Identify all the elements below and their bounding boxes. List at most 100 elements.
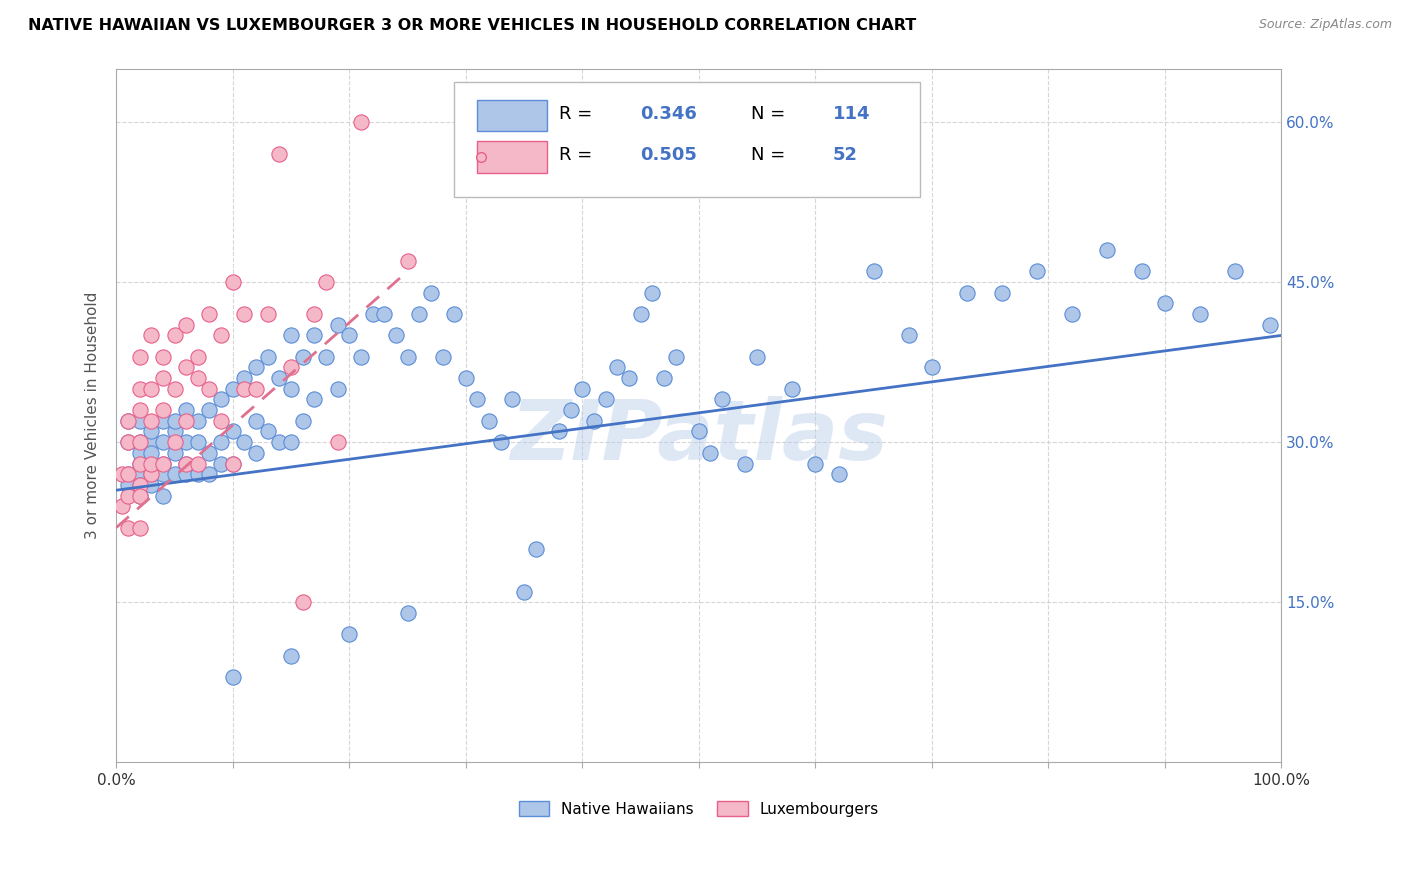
Point	[560, 403, 582, 417]
Point	[187, 435, 209, 450]
Point	[128, 457, 150, 471]
Point	[280, 360, 302, 375]
Point	[326, 318, 349, 332]
Point	[304, 307, 326, 321]
Point	[187, 371, 209, 385]
Point	[432, 350, 454, 364]
Point	[141, 446, 163, 460]
Point	[256, 307, 278, 321]
Point	[128, 457, 150, 471]
Point	[117, 467, 139, 482]
Point	[111, 500, 134, 514]
Point	[163, 435, 186, 450]
FancyBboxPatch shape	[478, 141, 547, 173]
Point	[141, 382, 163, 396]
Point	[174, 403, 197, 417]
Point	[163, 382, 186, 396]
Point	[152, 457, 174, 471]
Point	[337, 627, 360, 641]
Point	[408, 307, 430, 321]
Point	[111, 467, 134, 482]
Point	[128, 467, 150, 482]
Text: R =: R =	[560, 104, 598, 122]
Text: NATIVE HAWAIIAN VS LUXEMBOURGER 3 OR MORE VEHICLES IN HOUSEHOLD CORRELATION CHAR: NATIVE HAWAIIAN VS LUXEMBOURGER 3 OR MOR…	[28, 18, 917, 33]
Text: 114: 114	[832, 104, 870, 122]
Point	[128, 520, 150, 534]
Point	[163, 414, 186, 428]
Point	[361, 307, 384, 321]
Point	[688, 425, 710, 439]
Point	[141, 328, 163, 343]
Point	[513, 584, 536, 599]
Point	[152, 414, 174, 428]
Point	[711, 392, 734, 407]
Point	[233, 382, 256, 396]
Point	[163, 425, 186, 439]
Point	[582, 414, 605, 428]
Point	[269, 147, 291, 161]
Point	[1223, 264, 1246, 278]
Point	[280, 382, 302, 396]
Point	[304, 328, 326, 343]
Point	[187, 414, 209, 428]
Point	[606, 360, 628, 375]
Point	[141, 435, 163, 450]
Point	[117, 435, 139, 450]
Point	[117, 435, 139, 450]
Point	[141, 467, 163, 482]
Point	[128, 446, 150, 460]
Point	[745, 350, 768, 364]
Point	[1188, 307, 1211, 321]
Point	[489, 435, 512, 450]
Point	[174, 457, 197, 471]
Point	[652, 371, 675, 385]
Point	[141, 425, 163, 439]
Point	[117, 414, 139, 428]
Point	[174, 467, 197, 482]
Legend: Native Hawaiians, Luxembourgers: Native Hawaiians, Luxembourgers	[510, 793, 887, 824]
Point	[315, 275, 337, 289]
Point	[291, 414, 314, 428]
Point	[117, 489, 139, 503]
Point	[1258, 318, 1281, 332]
Point	[350, 350, 373, 364]
Point	[1095, 243, 1118, 257]
Point	[117, 478, 139, 492]
Point	[209, 328, 232, 343]
Point	[163, 328, 186, 343]
Text: R =: R =	[560, 146, 598, 164]
Point	[501, 392, 523, 407]
Point	[396, 253, 419, 268]
Point	[174, 414, 197, 428]
Point	[198, 307, 221, 321]
Point	[256, 425, 278, 439]
Point	[291, 595, 314, 609]
Point	[664, 350, 686, 364]
Point	[315, 350, 337, 364]
Point	[141, 467, 163, 482]
Point	[956, 285, 979, 300]
Point	[209, 392, 232, 407]
Point	[174, 435, 197, 450]
Text: 52: 52	[832, 146, 858, 164]
Point	[245, 360, 267, 375]
Point	[152, 350, 174, 364]
Text: Source: ZipAtlas.com: Source: ZipAtlas.com	[1258, 18, 1392, 31]
Point	[571, 382, 593, 396]
Point	[152, 467, 174, 482]
Point	[245, 446, 267, 460]
Point	[304, 392, 326, 407]
Point	[117, 414, 139, 428]
Point	[128, 478, 150, 492]
Point	[780, 382, 803, 396]
Point	[222, 670, 245, 684]
Point	[385, 328, 408, 343]
Point	[198, 403, 221, 417]
Point	[222, 457, 245, 471]
Text: N =: N =	[751, 146, 792, 164]
Point	[187, 467, 209, 482]
Point	[269, 435, 291, 450]
Point	[1130, 264, 1153, 278]
Point	[128, 435, 150, 450]
Point	[548, 425, 571, 439]
